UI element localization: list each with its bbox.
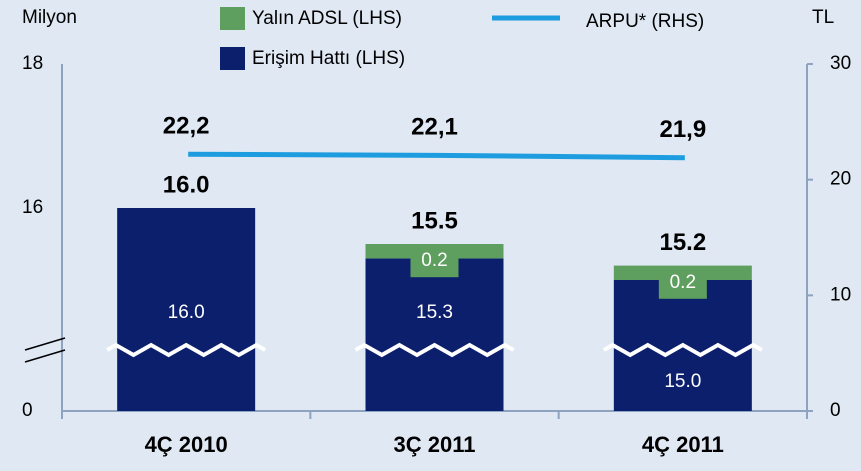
y2-tick-label: 0: [830, 400, 841, 421]
legend-swatch: [220, 7, 245, 30]
y-tick-label: 0: [22, 400, 33, 421]
label-box: [410, 245, 459, 278]
y2-tick-label: 10: [830, 284, 851, 305]
line-value-label: 21,9: [659, 116, 706, 143]
axis-break: [602, 342, 763, 358]
bar-value-label: 0.2: [670, 272, 696, 293]
legend-label: ARPU* (RHS): [586, 11, 704, 32]
legend-label: Erişim Hattı (LHS): [252, 48, 405, 69]
axis-break: [106, 342, 267, 358]
x-tick-label: 4Ç 2010: [145, 432, 228, 457]
bar: [365, 258, 504, 411]
axis-break: [24, 349, 66, 363]
bar: [117, 208, 256, 411]
right-unit: TL: [812, 7, 834, 28]
line-value-label: 22,2: [163, 113, 210, 140]
y-tick-label: 18: [22, 53, 43, 74]
bar-value-label: 15.3: [416, 302, 453, 323]
y-tick-label: 16: [22, 197, 43, 218]
total-label: 16.0: [163, 171, 210, 198]
bar-value-label: 0.2: [421, 250, 447, 271]
axis-break: [354, 342, 515, 358]
x-tick-label: 4Ç 2011: [642, 432, 724, 457]
total-label: 15.2: [659, 229, 706, 256]
axis-break: [24, 337, 66, 351]
bar-value-label: 16.0: [168, 302, 205, 323]
y2-tick-label: 20: [830, 169, 851, 190]
left-unit: Milyon: [22, 7, 77, 28]
bar-value-label: 15.0: [664, 371, 701, 392]
total-label: 15.5: [411, 207, 458, 234]
y2-tick-label: 30: [830, 53, 851, 74]
line-value-label: 22,1: [411, 114, 458, 141]
x-tick-label: 3Ç 2011: [394, 432, 476, 457]
legend-swatch: [220, 47, 245, 70]
legend-label: Yalın ADSL (LHS): [252, 8, 402, 29]
label-box: [658, 266, 707, 299]
line: [188, 151, 685, 161]
